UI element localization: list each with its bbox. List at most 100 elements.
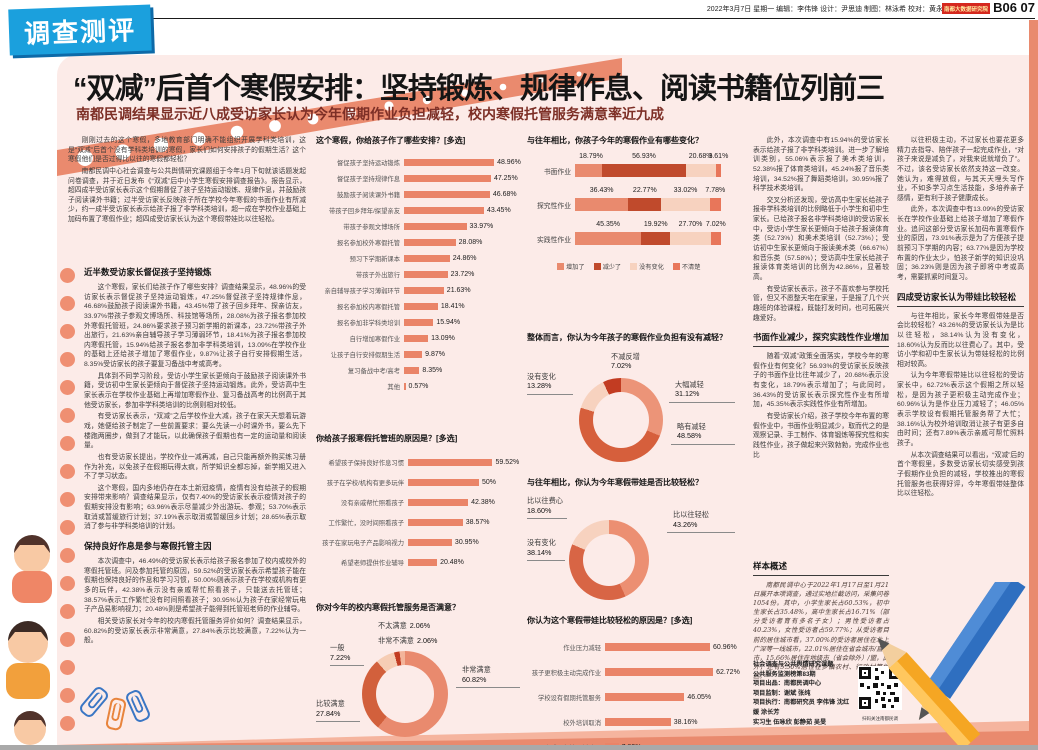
credit-line: 项目出品：南都民调中心: [753, 680, 822, 688]
paragraph: 从本次调查结果可以看出，“双减”后的首个寒假里，多数受访家长切实感受到孩子假期作…: [897, 451, 1024, 498]
credit-line: 项目执行：南都研究员 李伟锋 沈红媛 涂长芳: [753, 699, 850, 717]
donut-ring: [362, 651, 448, 738]
page-edge: [0, 745, 1038, 750]
chart-title-easy-reasons: 你认为这个寒假带娃比较轻松的原因是？[多选]: [527, 616, 693, 626]
bar-segment: [602, 164, 686, 178]
decorative-dot: [60, 408, 75, 423]
bar-row: 孩子在学校/机构有更多玩伴 50%: [326, 479, 496, 488]
bar-segment: [685, 164, 716, 178]
bar-segment: [575, 198, 629, 212]
paragraph: 相关受访家长对今年的校内寒假托管服务评价如何？调查结果显示，60.82%的受访家…: [84, 617, 306, 645]
decorative-dot: [60, 324, 75, 339]
legend-item: 没有变化: [630, 262, 664, 271]
paragraph: 本次调查中，46.49%的受访家长表示给孩子报名参加了校内或校外的寒假托管班。问…: [84, 558, 306, 614]
paragraph: 此外，本次调查中有15.94%的受访家长表示给孩子报了非学科类培训。进一步了解培…: [753, 137, 889, 193]
bar-row: 报名参加非学科类培训 15.94%: [337, 318, 461, 327]
bar-segment: [661, 198, 710, 212]
bar-row: 希望老师提供作业辅导 20.48%: [341, 559, 464, 568]
intro-column: 刚刚过去的这个寒假，多地教育部门明确不能组织开展学科类培训，这是“双减”后首个没…: [68, 136, 306, 227]
decorative-dot: [60, 380, 75, 395]
decorative-dot: [60, 660, 75, 675]
qr-caption: 扫码关注南都民调: [862, 716, 898, 721]
legend-item: 减少了: [593, 262, 621, 271]
section-badge: 调查测评: [8, 4, 152, 56]
chart-title-burden: 整体而言，你认为今年孩子的寒假作业负担有没有减轻？: [527, 333, 727, 343]
decorative-dot: [60, 604, 75, 619]
donut-chart-burden: 整体而言，你认为今年孩子的寒假作业负担有没有减轻？ 不减反增 7.02% 没有变化…: [527, 333, 741, 471]
text-column-5: 以往积极主动，不过家长也要花更多精力去指导、陪伴孩子一起完成作业，“对孩子来说是…: [897, 136, 1024, 501]
paragraph: 有受访家长介绍，孩子学校今年布置的寒假作业中，书面作业明显减少，取而代之的是观察…: [753, 413, 889, 459]
bar-row: 学校设有假期托管服务 46.05%: [538, 693, 712, 702]
bar-row: 预习下学期新课本 24.86%: [349, 254, 477, 263]
donut-label: 不减反增 7.02%: [611, 351, 640, 371]
bar-segment: [670, 232, 711, 246]
credits-block: 社会调查与公共舆情研究课题 公共服务监测榜第83期 项目出品：南都民调中心 项目监制：…: [753, 660, 855, 727]
bar-segment: [628, 198, 662, 212]
donut-label: 大幅减轻 31.12%: [675, 379, 704, 399]
leader-line: [671, 443, 735, 445]
donut-chart-satisfaction: 你对今年的校内寒假托管服务是否满意？ 不太满意 2.06% 非常不满意 2.06% …: [316, 603, 520, 750]
donut-chart-easier: 与往年相比，你认为今年寒假带娃是否比较轻松？ 比以往费心 18.60% 比以往轻松…: [527, 478, 741, 608]
header-rule: [18, 18, 1035, 19]
decorative-dot: [60, 688, 75, 703]
bar-segment: [575, 232, 642, 246]
credit-line: 社会调查与公共舆情研究课题: [753, 661, 834, 668]
chart-title-tuoguan-reasons: 你给孩子报寒假托管班的原因是？[多选]: [316, 434, 458, 444]
bar-row: 报名参加校外寒假托管 28.08%: [337, 238, 483, 247]
leader-line: [330, 665, 364, 667]
page-title: “双减”后首个寒假安排：坚持锻炼、规律作息、阅读书籍位列前三: [73, 73, 885, 105]
decorative-dot: [60, 296, 75, 311]
decorative-dot: [60, 520, 75, 535]
paragraph: 这个寒假，国内多地仍存在本土新冠疫情，疫情有没有给孩子的假期安排带来影响？调查结…: [84, 484, 306, 531]
paragraph: 有受访家长表示，“双减”之后学校作业大减，孩子在家天天想着玩游戏，她便给孩子制定…: [84, 413, 306, 450]
chart-title-easier: 与往年相比，你认为今年寒假带娃是否比较轻松？: [527, 477, 703, 487]
donut-label: 比较满意 27.84%: [316, 699, 345, 718]
leader-line: [527, 393, 573, 395]
bar-segment: [710, 232, 721, 246]
bar-row: 孩子在家玩电子产品影响视力 30.95%: [322, 539, 479, 548]
section-heading: 书面作业减少，探究实践性作业增加: [753, 331, 889, 348]
brand-badge: 南都大数据研究院: [941, 3, 990, 14]
leader-line: [669, 401, 735, 403]
donut-label: 非常不满意 2.06%: [378, 636, 438, 646]
decorative-dot: [60, 492, 75, 507]
donut-label: 不太满意 2.06%: [378, 621, 431, 631]
bar-row: 带孩子外出旅行 23.72%: [355, 270, 475, 279]
bar-chart-easy-reasons: 你认为这个寒假带娃比较轻松的原因是？[多选] 作业压力减轻 60.96% 孩子更积极…: [527, 616, 741, 750]
section-heading: 样本概述: [753, 560, 889, 576]
chart-legend: 增加了 减少了 没有变化 不清楚: [557, 262, 741, 271]
header-meta: 2022年3月7日 星期一 编辑：李伟锋 设计：尹思迪 制图：林泳希 校对：黄永…: [706, 6, 950, 13]
credit-line: 项目监制：谢斌 张纯: [753, 689, 811, 697]
paragraph: 南都民调中心社会调查与公共舆情研究课题组于今年1月下旬就该话题发起问卷调查，并于…: [68, 167, 306, 224]
sample-note: 样本概述 南都民调中心于2022年1月17日至1月21日展开本项调查，通过实地拦截…: [753, 552, 889, 683]
section-heading: 近半数受访家长督促孩子坚持锻炼: [84, 267, 212, 277]
bar-row: 让孩子自行安排假期生活 9.87%: [330, 350, 446, 359]
decorative-dot: [60, 576, 75, 591]
leader-line: [456, 687, 520, 689]
decorative-dot: [60, 716, 75, 731]
section-heading: 保持良好作息是参与寒假托管主因: [84, 541, 212, 552]
bar-row: 自行增加寒假作业 13.09%: [349, 334, 455, 343]
bar-segment: [641, 232, 671, 246]
bar-row: 希望孩子保持良好作息习惯 59.52%: [328, 459, 520, 468]
decorative-dot: [60, 632, 75, 647]
chart-column-3: 与往年相比，你孩子今年的寒假作业有哪些变化？ 18.79% 56.93% 20.68…: [527, 136, 741, 750]
bar-row: 鼓励孩子阅读课外书籍 46.68%: [337, 190, 517, 199]
bar-row: 校外培训取消 38.16%: [563, 718, 698, 727]
bar-row: 复习备战中考/高考 8.35%: [347, 366, 443, 375]
paragraph: 有受访家长表示，孩子不喜欢参与学校托管，但又不愿整天宅在家里，于是报了几个兴趣班…: [753, 285, 889, 322]
bar-segment: [715, 164, 721, 178]
stacked-bar-row: 36.43% 22.77% 33.02% 7.78% 探究性作业: [537, 187, 726, 212]
paragraph: 随着“双减”政策全面落实，学校今年的寒假作业有何变化？56.93%的受访家长反映…: [753, 353, 889, 409]
bar-segment: [709, 198, 721, 212]
children-illustration: [6, 535, 52, 745]
bar-row: 督促孩子坚持运动锻炼 48.96%: [337, 158, 521, 167]
donut-label: 一般 7.22%: [330, 643, 351, 662]
section-heading: 四成受访家长认为带娃比较轻松: [897, 291, 1024, 307]
text-column-4: 此外，本次调查中有15.94%的受访家长表示给孩子报了非学科类培训。进一步了解培…: [753, 136, 889, 462]
donut-label: 非常满意 60.82%: [462, 665, 491, 684]
right-edge-bar: [1029, 20, 1038, 745]
donut-ring: [569, 520, 649, 601]
legend-item: 增加了: [557, 262, 585, 271]
